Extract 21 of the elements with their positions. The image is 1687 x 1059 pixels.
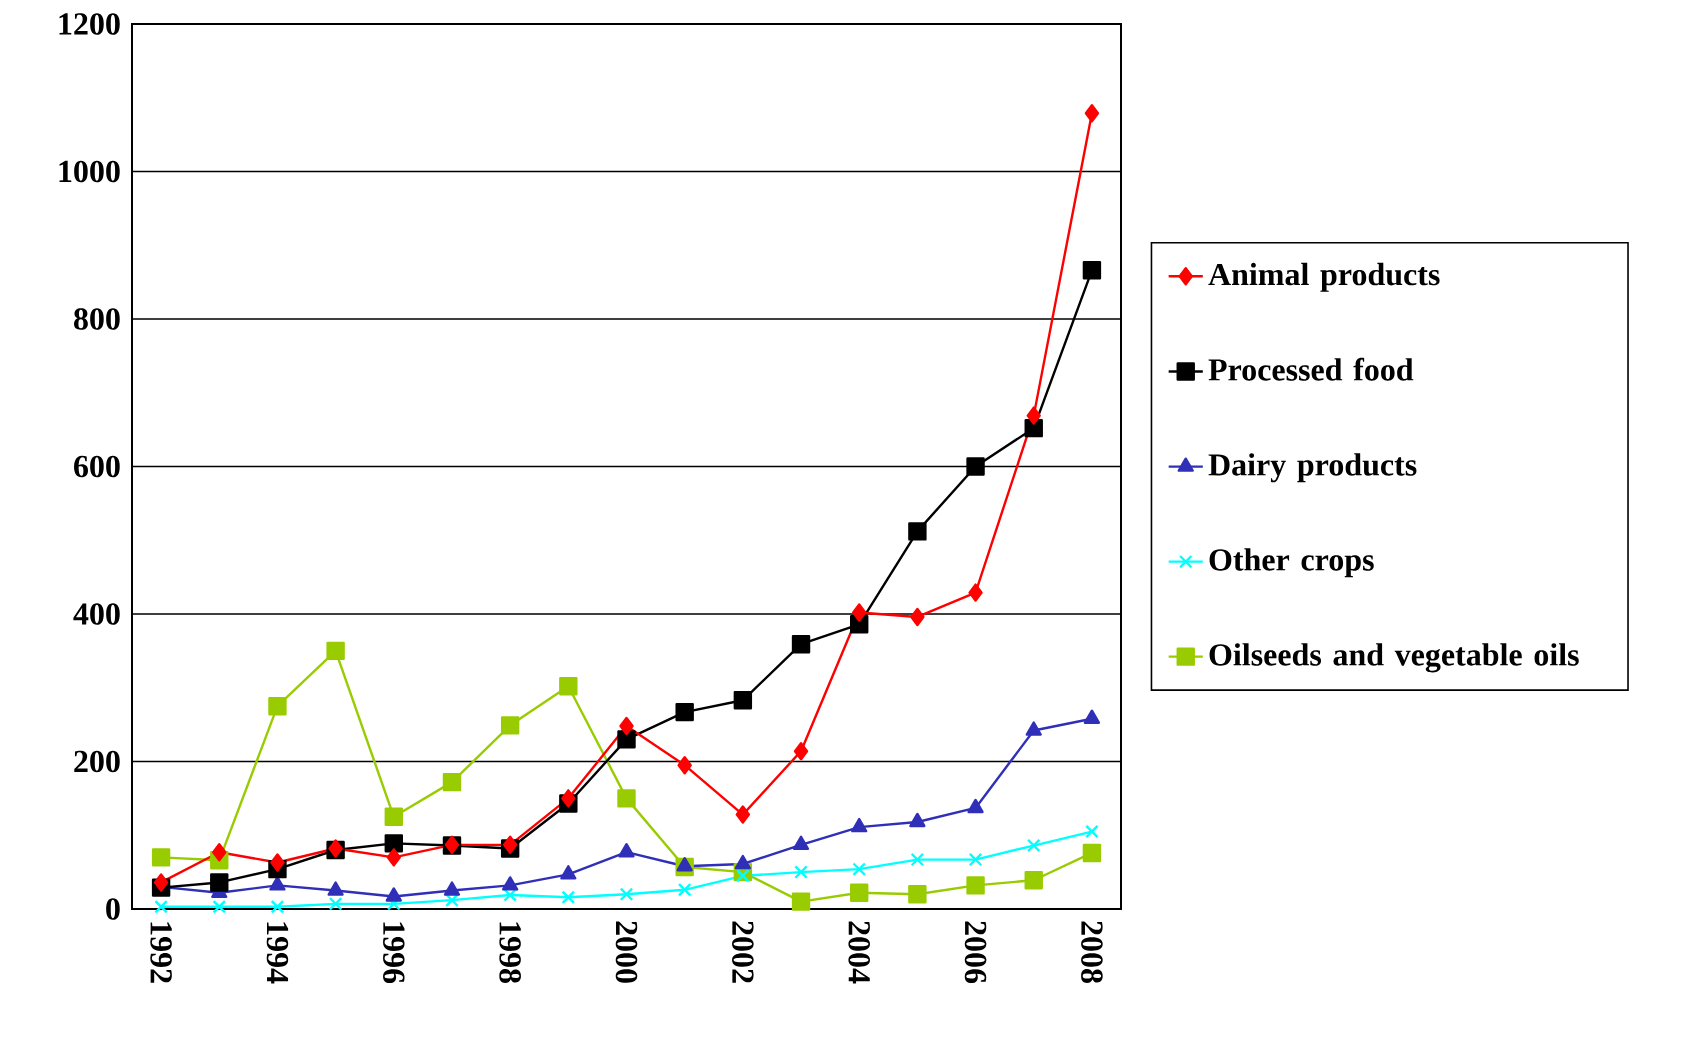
x-tick-label: 1994	[266, 922, 289, 984]
legend-label: Processed food	[1208, 357, 1414, 381]
x-tick-label: 2006	[964, 921, 987, 984]
x-tick-label: 2000	[615, 921, 638, 983]
x-tick-label: 1998	[499, 922, 521, 983]
x-tick-label: 2008	[1081, 921, 1103, 983]
y-tick-label: 800	[74, 308, 120, 330]
y-tick-label: 1000	[59, 160, 120, 183]
y-tick-label: 600	[74, 455, 120, 478]
y-tick-label: 400	[73, 603, 120, 625]
y-tick-label: 200	[74, 750, 120, 773]
legend-label: Other crops	[1209, 548, 1374, 578]
x-tick-label: 2002	[732, 921, 754, 983]
y-tick-label: 0	[106, 898, 120, 920]
legend-label: Dairy products	[1208, 453, 1417, 483]
y-tick-label: 1200	[59, 13, 120, 35]
legend-label: Animal products	[1208, 262, 1440, 292]
legend-label: Oilseeds and vegetable oils	[1209, 643, 1579, 673]
x-tick-label: 1992	[150, 922, 172, 983]
x-tick-label: 1996	[383, 922, 405, 984]
x-tick-label: 2004	[848, 921, 870, 984]
